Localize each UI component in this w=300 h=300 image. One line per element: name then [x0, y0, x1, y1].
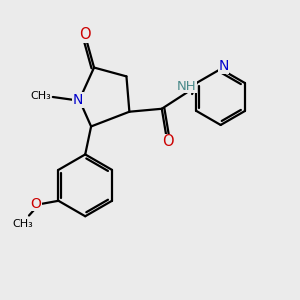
Text: N: N: [73, 93, 83, 107]
Text: O: O: [162, 134, 173, 149]
Text: CH₃: CH₃: [30, 91, 51, 100]
Text: N: N: [218, 59, 229, 73]
Text: CH₃: CH₃: [13, 219, 34, 229]
Text: O: O: [30, 197, 41, 211]
Text: O: O: [80, 27, 91, 42]
Text: NH: NH: [177, 80, 197, 93]
